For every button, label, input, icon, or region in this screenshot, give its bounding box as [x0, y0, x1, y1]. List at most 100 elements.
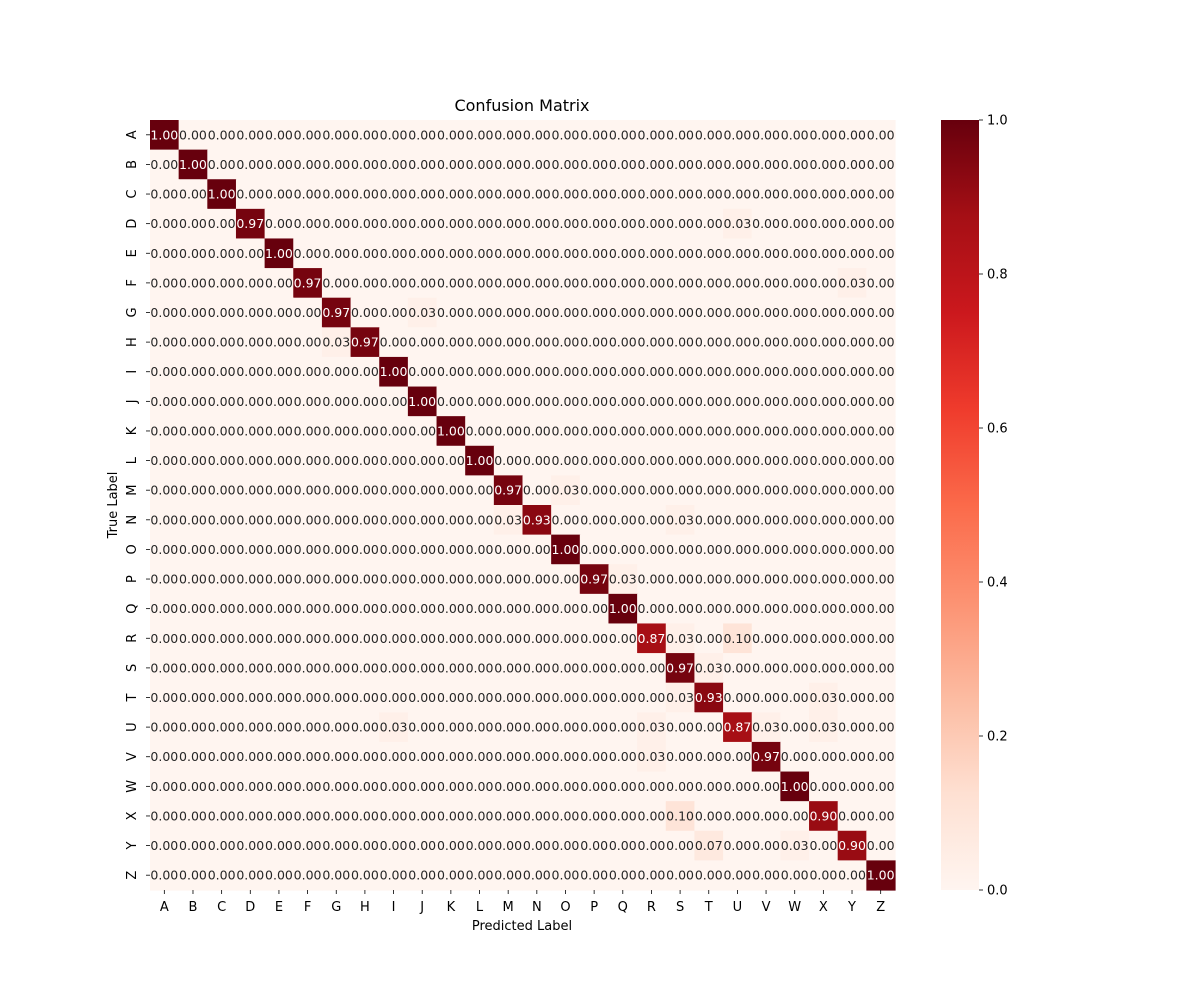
- heatmap-cell-Q-X: [809, 593, 839, 625]
- heatmap-cell-B-Q: [608, 149, 638, 180]
- heatmap-cell-E-I: [379, 238, 409, 269]
- x-tick-D: D: [245, 900, 255, 915]
- heatmap-cell-I-T: [694, 356, 724, 388]
- cell-value-P-H: 0.00: [351, 572, 379, 587]
- cell-value-T-T: 0.93: [695, 690, 723, 705]
- cell-value-C-M: 0.00: [494, 187, 522, 202]
- cell-value-P-E: 0.00: [265, 572, 293, 587]
- cell-value-J-S: 0.00: [666, 394, 694, 409]
- heatmap-cell-U-O: [551, 712, 581, 743]
- heatmap-cell-L-Q: [608, 445, 638, 476]
- heatmap-cell-W-O: [551, 771, 581, 802]
- cell-value-N-X: 0.00: [809, 512, 837, 527]
- cell-value-U-R: 0.03: [638, 720, 666, 735]
- heatmap-cell-R-R: [637, 623, 667, 654]
- cell-value-B-F: 0.00: [294, 157, 322, 172]
- cell-value-N-Y: 0.00: [838, 512, 866, 527]
- heatmap-cell-H-W: [780, 327, 810, 358]
- heatmap-cell-O-R: [637, 534, 667, 565]
- cell-value-S-K: 0.00: [437, 660, 465, 675]
- heatmap-cell-P-N: [522, 564, 552, 595]
- cell-value-B-M: 0.00: [494, 157, 522, 172]
- cell-value-X-H: 0.00: [351, 808, 379, 823]
- cell-value-M-L: 0.00: [466, 483, 494, 498]
- cell-value-O-M: 0.00: [494, 542, 522, 557]
- heatmap-cell-Z-F: [293, 860, 323, 891]
- heatmap-cell-W-M: [493, 771, 524, 802]
- cell-value-B-W: 0.00: [781, 157, 809, 172]
- heatmap-cell-U-J: [407, 712, 438, 743]
- heatmap-cell-E-N: [522, 238, 552, 269]
- heatmap-cell-X-C: [207, 801, 237, 832]
- heatmap-cell-H-K: [436, 327, 466, 358]
- cell-value-Z-W: 0.00: [781, 868, 809, 883]
- heatmap-cell-A-O: [551, 120, 581, 151]
- heatmap-cell-N-X: [809, 505, 839, 536]
- heatmap-cell-Q-R: [637, 593, 667, 625]
- cell-value-T-P: 0.00: [580, 690, 608, 705]
- cell-value-V-H: 0.00: [351, 749, 379, 764]
- cell-value-Z-Z: 1.00: [867, 868, 895, 883]
- heatmap-cell-J-B: [178, 386, 208, 417]
- heatmap-cell-Y-A: [150, 830, 180, 861]
- heatmap-cell-W-U: [723, 771, 753, 802]
- cell-value-O-R: 0.00: [638, 542, 666, 557]
- cell-value-P-J: 0.00: [408, 572, 436, 587]
- cell-value-T-L: 0.00: [466, 690, 494, 705]
- heatmap-cell-P-M: [493, 564, 524, 595]
- cell-value-G-L: 0.00: [466, 305, 494, 320]
- cell-value-V-Q: 0.00: [609, 749, 637, 764]
- cell-value-X-V: 0.00: [752, 808, 780, 823]
- y-tick-R: R: [125, 634, 140, 643]
- x-tick-W: W: [788, 900, 801, 915]
- heatmap-cell-J-S: [665, 386, 696, 417]
- cell-value-H-F: 0.00: [294, 335, 322, 350]
- heatmap-cell-L-A: [150, 445, 180, 476]
- cell-value-W-T: 0.00: [695, 779, 723, 794]
- cell-value-U-Z: 0.00: [867, 720, 895, 735]
- cell-value-O-W: 0.00: [781, 542, 809, 557]
- heatmap-cell-O-Z: [866, 534, 896, 565]
- heatmap-cell-W-D: [235, 771, 266, 802]
- cell-value-Z-Y: 0.00: [838, 868, 866, 883]
- cell-value-K-Y: 0.00: [838, 423, 866, 438]
- heatmap-cell-M-I: [379, 475, 409, 506]
- cell-value-C-I: 0.00: [380, 187, 408, 202]
- heatmap-cell-G-T: [694, 297, 724, 328]
- heatmap-cell-N-A: [150, 505, 180, 536]
- cell-value-F-G: 0.00: [322, 275, 350, 290]
- heatmap-cell-Q-J: [407, 593, 438, 625]
- cell-value-G-Q: 0.00: [609, 305, 637, 320]
- cell-value-W-X: 0.00: [809, 779, 837, 794]
- heatmap-cell-E-G: [321, 238, 352, 269]
- heatmap-cell-S-S: [665, 653, 696, 684]
- cell-value-K-J: 0.00: [408, 423, 436, 438]
- cell-value-O-Y: 0.00: [838, 542, 866, 557]
- heatmap-cell-X-W: [780, 801, 810, 832]
- heatmap-cell-S-I: [379, 653, 409, 684]
- heatmap-cell-P-J: [407, 564, 438, 595]
- cell-value-R-I: 0.00: [380, 631, 408, 646]
- heatmap-cell-I-I: [379, 356, 409, 388]
- heatmap-cell-V-G: [321, 741, 352, 773]
- heatmap-cell-A-L: [465, 120, 495, 151]
- cell-value-S-L: 0.00: [466, 660, 494, 675]
- heatmap-cell-Z-R: [637, 860, 667, 891]
- cell-value-J-Y: 0.00: [838, 394, 866, 409]
- heatmap-cell-L-O: [551, 445, 581, 476]
- heatmap-cell-V-M: [493, 741, 524, 773]
- heatmap-cell-O-U: [723, 534, 753, 565]
- cell-value-C-L: 0.00: [466, 187, 494, 202]
- heatmap-cell-R-C: [207, 623, 237, 654]
- x-tick-labels: A B C D E F G H I J K L M N O P Q R S T U V W X Y Z: [160, 890, 885, 915]
- heatmap-cell-H-P: [579, 327, 610, 358]
- heatmap-cell-F-H: [350, 268, 380, 299]
- cell-value-S-Z: 0.00: [867, 660, 895, 675]
- cell-value-Y-X: 0.00: [809, 838, 837, 853]
- cell-value-C-R: 0.00: [638, 187, 666, 202]
- cell-value-F-H: 0.00: [351, 275, 379, 290]
- cell-value-Q-V: 0.00: [752, 601, 780, 616]
- heatmap-cell-R-B: [178, 623, 208, 654]
- y-tick-Q: Q: [125, 604, 140, 614]
- heatmap-cell-P-Z: [866, 564, 896, 595]
